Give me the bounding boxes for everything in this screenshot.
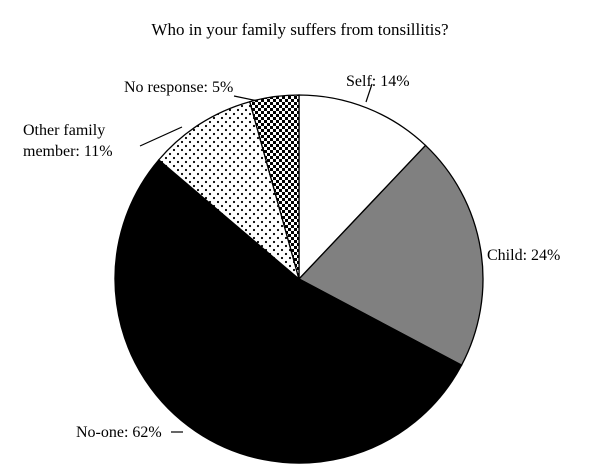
pie-slices [114, 94, 484, 464]
label-no-response: No response: 5% [124, 79, 233, 96]
leader-line-self [365, 83, 373, 103]
label-child: Child: 24% [487, 247, 560, 264]
label-no-one: No-one: 62% [76, 424, 162, 441]
label-other-family-member: Other family member: 11% [23, 122, 113, 160]
slice-labels: Self: 14% Child: 24% No-one: 62% Other fami… [23, 73, 560, 441]
label-self: Self: 14% [346, 73, 410, 90]
leader-line-no-response [233, 95, 259, 102]
pie-slice-other-family-member [157, 100, 301, 281]
pie-slice-no-response [248, 94, 300, 280]
pie-slice-self [298, 94, 427, 281]
pie-slice-no-one [114, 158, 463, 464]
leader-line-other-family-member [139, 126, 183, 147]
chart-title: Who in your family suffers from tonsilli… [151, 20, 448, 39]
leader-lines [139, 83, 373, 433]
pie-slice-child [297, 144, 484, 367]
